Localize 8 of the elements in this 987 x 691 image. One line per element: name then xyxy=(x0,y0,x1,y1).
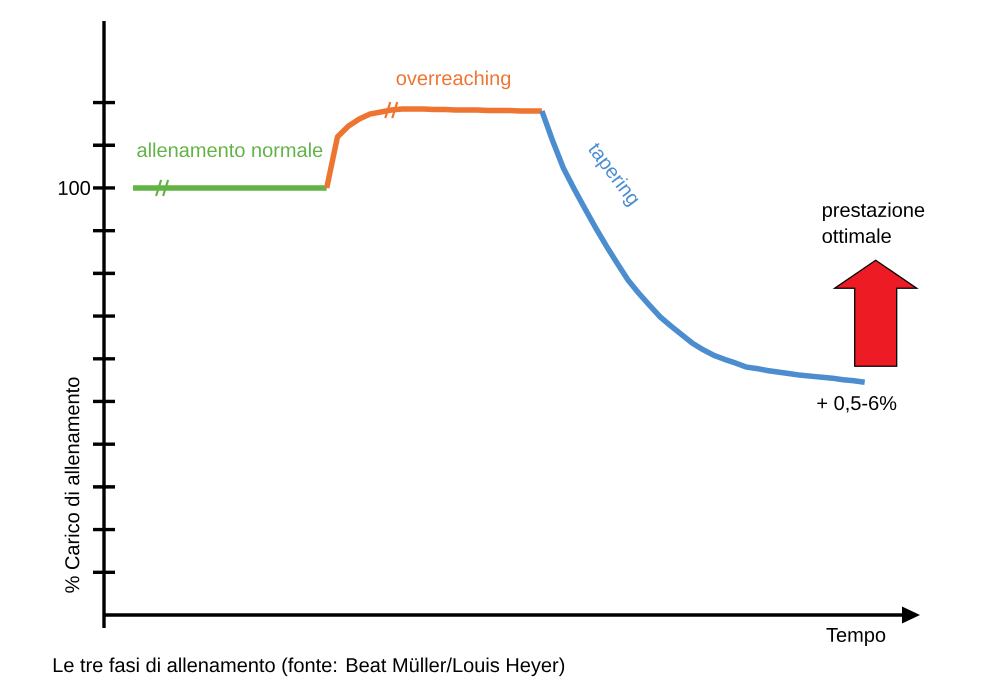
text: Le tre fasi di allenamento (fonte: Beat Müller/Louis Heyer) xyxy=(54,658,564,676)
series-label: overreaching xyxy=(396,70,510,90)
annotation: + 0,5-6% xyxy=(817,396,896,413)
y-axis-title: % Carico di allenamento xyxy=(64,378,80,593)
annotation: prestazione ottimale xyxy=(822,202,924,244)
text: 100 xyxy=(58,180,90,196)
x-axis-title: Tempo xyxy=(826,628,886,646)
series-label: allenamento normale xyxy=(137,142,322,158)
